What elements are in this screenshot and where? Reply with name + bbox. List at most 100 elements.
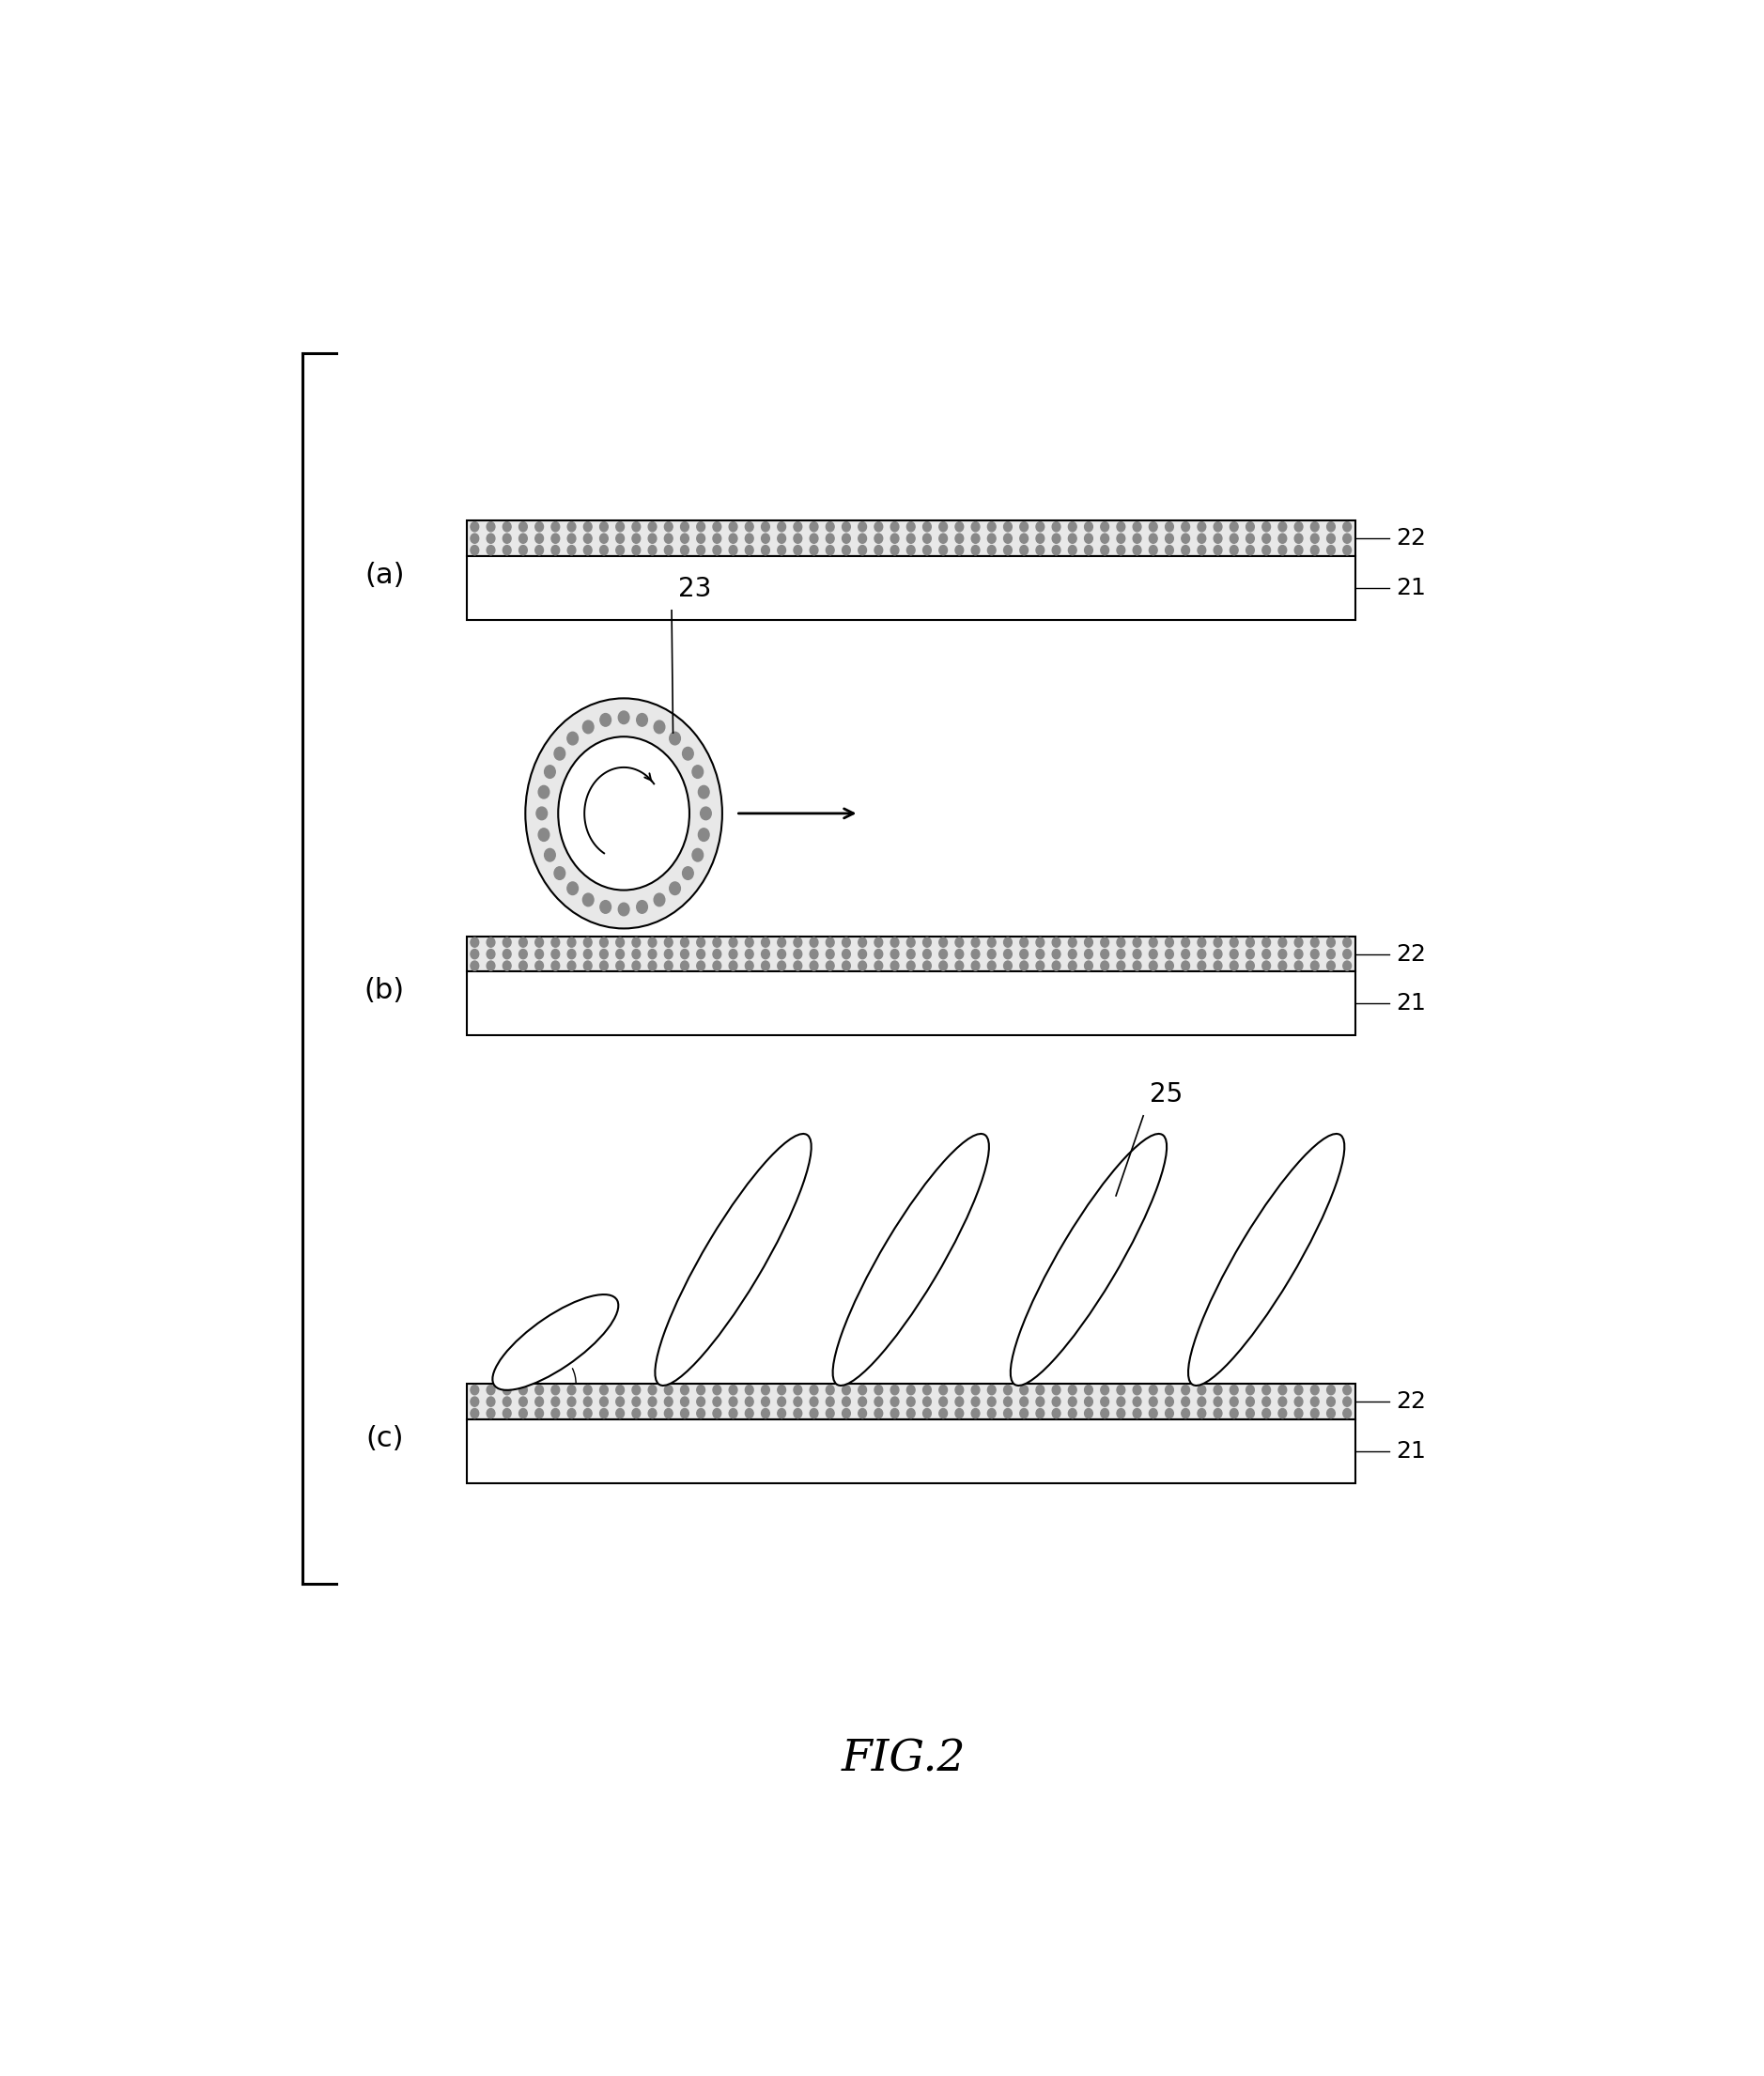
Circle shape (859, 521, 866, 531)
Circle shape (1245, 1397, 1254, 1405)
Circle shape (1295, 546, 1304, 554)
Circle shape (1051, 938, 1060, 947)
Circle shape (534, 1397, 543, 1405)
Circle shape (1035, 1397, 1044, 1405)
Circle shape (1230, 534, 1238, 544)
Circle shape (681, 1397, 688, 1405)
Circle shape (1020, 1385, 1028, 1395)
Circle shape (1263, 949, 1270, 959)
Circle shape (649, 1397, 656, 1405)
Ellipse shape (1011, 1133, 1166, 1385)
Circle shape (891, 546, 900, 554)
Circle shape (1020, 534, 1028, 544)
Circle shape (1132, 521, 1141, 531)
Circle shape (956, 938, 963, 947)
Circle shape (1311, 961, 1319, 972)
Circle shape (1117, 546, 1125, 554)
Text: 21: 21 (1397, 992, 1425, 1015)
Circle shape (972, 961, 979, 972)
Circle shape (681, 1385, 688, 1395)
Circle shape (1230, 546, 1238, 554)
Circle shape (1182, 1385, 1189, 1395)
Circle shape (568, 882, 579, 895)
Circle shape (938, 1397, 947, 1405)
Circle shape (1263, 961, 1270, 972)
Circle shape (923, 546, 931, 554)
Circle shape (1051, 546, 1060, 554)
Circle shape (1279, 1397, 1286, 1405)
Circle shape (1214, 1385, 1222, 1395)
Ellipse shape (492, 1295, 619, 1391)
Circle shape (568, 546, 575, 554)
Circle shape (988, 546, 995, 554)
Circle shape (1279, 938, 1286, 947)
Circle shape (1148, 938, 1157, 947)
Circle shape (841, 1397, 850, 1405)
Circle shape (794, 961, 803, 972)
Circle shape (891, 961, 900, 972)
Circle shape (632, 961, 640, 972)
Circle shape (1117, 534, 1125, 544)
Circle shape (1051, 949, 1060, 959)
Circle shape (1182, 1410, 1189, 1418)
Circle shape (534, 546, 543, 554)
Circle shape (536, 808, 547, 820)
Circle shape (649, 938, 656, 947)
Circle shape (554, 868, 564, 880)
Circle shape (600, 961, 609, 972)
Text: 23: 23 (679, 577, 711, 602)
Circle shape (1101, 961, 1110, 972)
Circle shape (1295, 1385, 1304, 1395)
Circle shape (826, 534, 834, 544)
Text: (b): (b) (365, 978, 404, 1005)
Circle shape (584, 1397, 593, 1405)
Circle shape (907, 1385, 916, 1395)
Ellipse shape (654, 1133, 811, 1385)
Circle shape (632, 546, 640, 554)
Circle shape (794, 1397, 803, 1405)
Circle shape (1132, 534, 1141, 544)
Circle shape (1245, 1410, 1254, 1418)
Circle shape (972, 1410, 979, 1418)
Circle shape (487, 1397, 496, 1405)
Circle shape (810, 1385, 818, 1395)
Circle shape (1085, 546, 1092, 554)
Circle shape (1035, 1385, 1044, 1395)
Circle shape (487, 1385, 496, 1395)
Circle shape (538, 785, 549, 799)
Circle shape (1342, 1385, 1351, 1395)
Circle shape (956, 1410, 963, 1418)
Circle shape (1035, 534, 1044, 544)
Text: 22: 22 (1397, 1391, 1427, 1414)
Circle shape (487, 938, 496, 947)
Circle shape (1051, 961, 1060, 972)
Circle shape (1148, 1397, 1157, 1405)
Circle shape (859, 949, 866, 959)
Circle shape (697, 1385, 706, 1395)
Circle shape (1004, 938, 1013, 947)
Circle shape (1085, 1397, 1092, 1405)
Circle shape (1101, 1410, 1110, 1418)
Circle shape (1117, 938, 1125, 947)
Circle shape (552, 1410, 559, 1418)
Circle shape (1295, 1397, 1304, 1405)
Circle shape (568, 521, 575, 531)
Circle shape (762, 1410, 769, 1418)
Circle shape (1342, 961, 1351, 972)
Circle shape (552, 546, 559, 554)
Circle shape (1148, 521, 1157, 531)
Circle shape (1004, 1410, 1013, 1418)
Circle shape (988, 961, 995, 972)
Circle shape (810, 949, 818, 959)
Circle shape (875, 1385, 882, 1395)
Circle shape (584, 534, 593, 544)
Circle shape (538, 828, 549, 841)
Circle shape (1295, 521, 1304, 531)
Circle shape (1311, 1397, 1319, 1405)
Circle shape (1182, 546, 1189, 554)
Circle shape (697, 546, 706, 554)
Circle shape (907, 534, 916, 544)
Circle shape (794, 938, 803, 947)
Circle shape (1020, 961, 1028, 972)
Circle shape (568, 1385, 575, 1395)
